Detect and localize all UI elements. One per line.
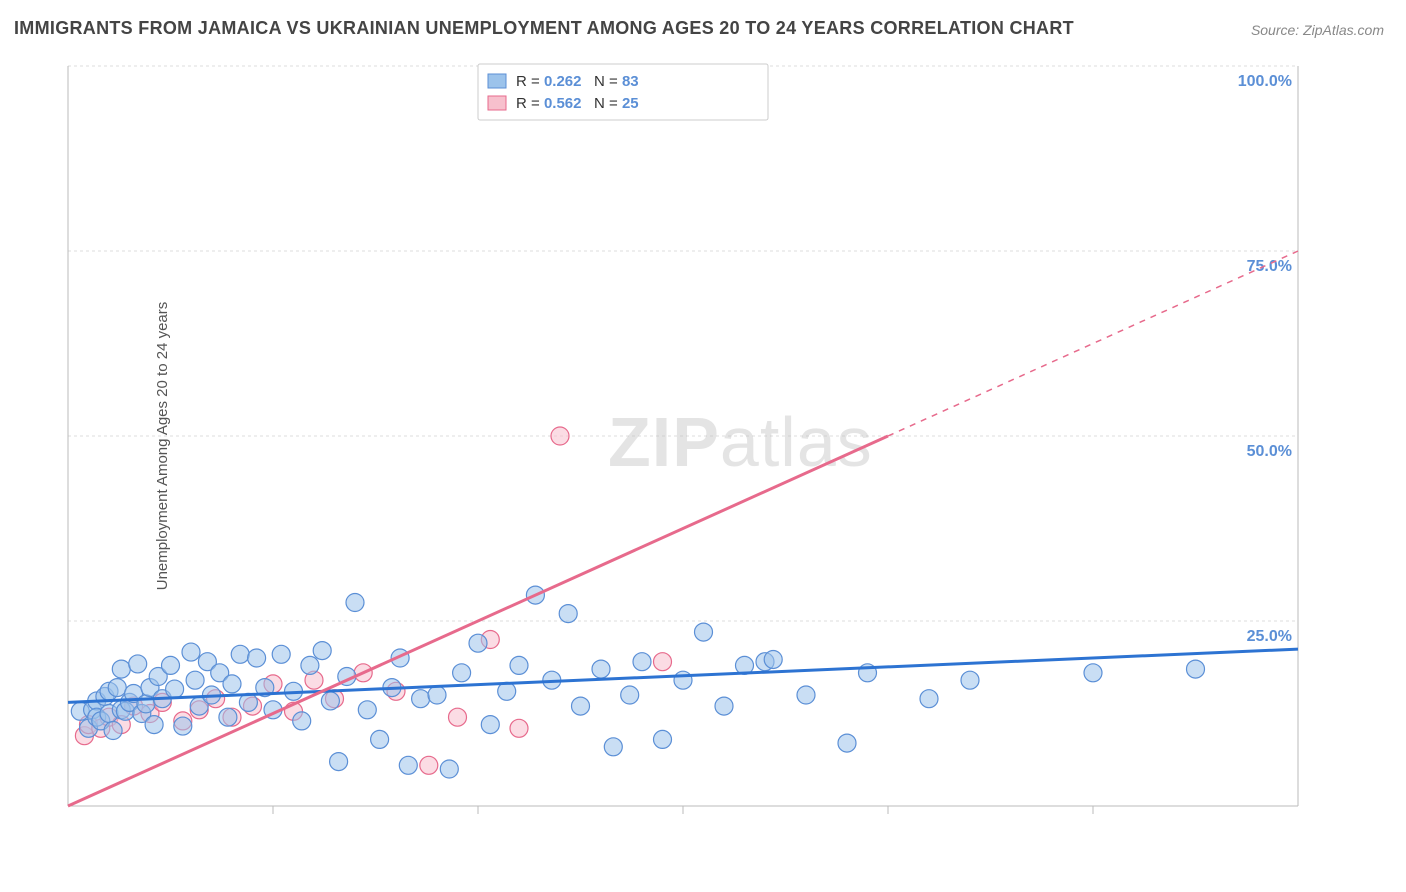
- trend-lines: [68, 251, 1298, 806]
- scatter-points-ukrainians: [75, 427, 671, 774]
- y-tick-labels: 25.0% 50.0% 75.0% 100.0%: [1238, 73, 1292, 645]
- svg-text:100.0%: 100.0%: [1238, 73, 1292, 90]
- watermark: ZIPatlas: [608, 403, 873, 481]
- svg-text:50.0%: 50.0%: [1247, 443, 1292, 460]
- scatter-plot: 25.0% 50.0% 75.0% 100.0% ZIPatlas R = 0.262…: [48, 46, 1344, 832]
- scatter-points-jamaica: [71, 586, 1204, 778]
- svg-text:25.0%: 25.0%: [1247, 628, 1292, 645]
- gridlines: [68, 66, 1298, 621]
- svg-text:R = 0.262 N = 83: R = 0.262 N = 83: [516, 73, 639, 90]
- source-attribution: Source: ZipAtlas.com: [1251, 22, 1384, 38]
- chart-title: IMMIGRANTS FROM JAMAICA VS UKRAINIAN UNE…: [14, 18, 1074, 39]
- x-tick-marks: [273, 806, 1093, 814]
- svg-text:R = 0.562 N = 25: R = 0.562 N = 25: [516, 95, 639, 112]
- correlation-legend: R = 0.262 N = 83 R = 0.562 N = 25: [478, 64, 768, 120]
- svg-text:75.0%: 75.0%: [1247, 258, 1292, 275]
